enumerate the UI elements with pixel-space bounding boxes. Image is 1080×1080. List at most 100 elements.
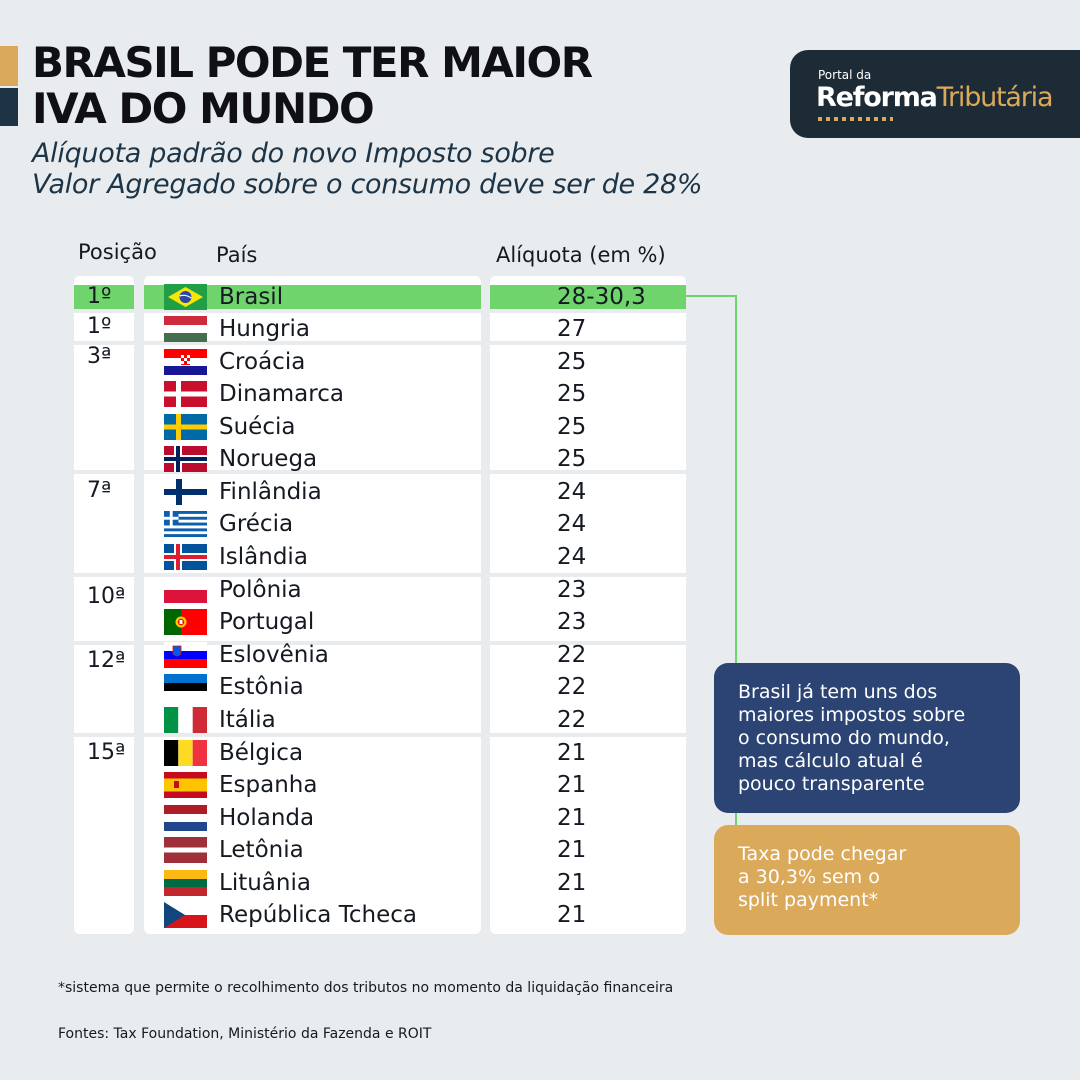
portugal-flag-icon (164, 609, 207, 635)
page-title: BRASIL PODE TER MAIOR IVA DO MUNDO (32, 40, 732, 132)
rate-value: 21 (557, 805, 587, 831)
title-line-2: IVA DO MUNDO (32, 84, 375, 133)
sources: Fontes: Tax Foundation, Ministério da Fa… (58, 1026, 432, 1042)
rate-value: 24 (557, 511, 587, 537)
country-name: Letônia (219, 837, 304, 863)
lithuania-flag-icon (164, 870, 207, 896)
header-country: País (216, 243, 258, 267)
rate-value: 27 (557, 316, 587, 342)
rate-value: 23 (557, 577, 587, 603)
denmark-flag-icon (164, 381, 207, 407)
title-accent-navy (0, 88, 18, 126)
netherlands-flag-icon (164, 805, 207, 831)
table-row: Portugal (160, 606, 490, 638)
table-row: Brasil (160, 281, 490, 313)
table-row: Hungria (160, 313, 490, 345)
table-row: Dinamarca (160, 378, 490, 410)
country-name: Hungria (219, 316, 310, 342)
group-separator (74, 573, 686, 577)
rate-column (490, 276, 686, 934)
callout-navy-line: o consumo do mundo, (738, 727, 950, 749)
header-position: Posição (78, 240, 157, 264)
callout-navy-line: pouco transparente (738, 773, 925, 795)
callout-gold-line: split payment* (738, 889, 879, 911)
rank-label: 1º (87, 284, 112, 309)
rate-value: 22 (557, 674, 587, 700)
rate-value: 28-30,3 (557, 284, 646, 310)
country-name: Eslovênia (219, 642, 329, 668)
poland-flag-icon (164, 577, 207, 603)
callout-navy-line: Brasil já tem uns dos (738, 681, 938, 703)
logo-dots (818, 117, 893, 121)
slovenia-flag-icon (164, 642, 207, 668)
rank-label: 12ª (87, 648, 126, 673)
country-name: República Tcheca (219, 902, 417, 928)
latvia-flag-icon (164, 837, 207, 863)
country-name: Bélgica (219, 740, 304, 766)
logo-word-reforma: Reforma (816, 82, 938, 113)
rate-value: 21 (557, 870, 587, 896)
table-row: Eslovênia (160, 639, 490, 671)
position-column (74, 276, 134, 934)
callout-navy-line: maiores impostos sobre (738, 704, 966, 726)
iceland-flag-icon (164, 544, 207, 570)
country-name: Holanda (219, 805, 315, 831)
table-row: Espanha (160, 769, 490, 801)
subtitle-line-1: Alíquota padrão do novo Imposto sobre (32, 138, 555, 169)
rate-value: 21 (557, 837, 587, 863)
czech-flag-icon (164, 902, 207, 928)
brazil-flag-icon (164, 284, 207, 310)
table-row: Itália (160, 704, 490, 736)
rank-label: 10ª (87, 584, 126, 609)
rank-label: 3ª (87, 344, 112, 369)
header-rate: Alíquota (em %) (496, 243, 666, 267)
brand-logo: Portal da ReformaTributária (790, 50, 1080, 138)
connector-line-vertical (735, 295, 737, 825)
table-row: Croácia (160, 346, 490, 378)
title-line-1: BRASIL PODE TER MAIOR (32, 38, 593, 87)
rate-value: 24 (557, 479, 587, 505)
country-name: Lituânia (219, 870, 311, 896)
rate-value: 25 (557, 446, 587, 472)
table-row: Finlândia (160, 476, 490, 508)
rate-value: 21 (557, 740, 587, 766)
rate-value: 22 (557, 642, 587, 668)
rank-label: 15ª (87, 740, 126, 765)
brasil-highlight-rate (490, 285, 686, 309)
rate-value: 21 (557, 902, 587, 928)
callout-gold: Taxa pode chegar a 30,3% sem o split pay… (714, 825, 1020, 935)
hungary-flag-icon (164, 316, 207, 342)
rate-value: 24 (557, 544, 587, 570)
table-row: Noruega (160, 443, 490, 475)
footnote: *sistema que permite o recolhimento dos … (58, 980, 674, 996)
belgium-flag-icon (164, 740, 207, 766)
subtitle-line-2: Valor Agregado sobre o consumo deve ser … (32, 169, 703, 200)
group-separator (74, 733, 686, 737)
norway-flag-icon (164, 446, 207, 472)
rate-value: 23 (557, 609, 587, 635)
callout-navy: Brasil já tem uns dos maiores impostos s… (714, 663, 1020, 813)
italy-flag-icon (164, 707, 207, 733)
callout-gold-line: a 30,3% sem o (738, 866, 880, 888)
rate-value: 22 (557, 707, 587, 733)
rate-value: 21 (557, 772, 587, 798)
table-row: Grécia (160, 508, 490, 540)
country-name: Grécia (219, 511, 294, 537)
finland-flag-icon (164, 479, 207, 505)
country-name: Brasil (219, 284, 284, 310)
table-row: Islândia (160, 541, 490, 573)
country-name: Estônia (219, 674, 304, 700)
country-name: Noruega (219, 446, 318, 472)
country-name: Espanha (219, 772, 318, 798)
rank-label: 1º (87, 314, 112, 339)
country-name: Finlândia (219, 479, 322, 505)
greece-flag-icon (164, 511, 207, 537)
table-row: Letônia (160, 834, 490, 866)
table-row: República Tcheca (160, 899, 490, 931)
brasil-highlight-position (74, 285, 134, 309)
table-row: Estônia (160, 671, 490, 703)
logo-word-tributaria: Tributária (936, 82, 1054, 113)
rate-value: 25 (557, 381, 587, 407)
table-row: Bélgica (160, 737, 490, 769)
table-row: Suécia (160, 411, 490, 443)
